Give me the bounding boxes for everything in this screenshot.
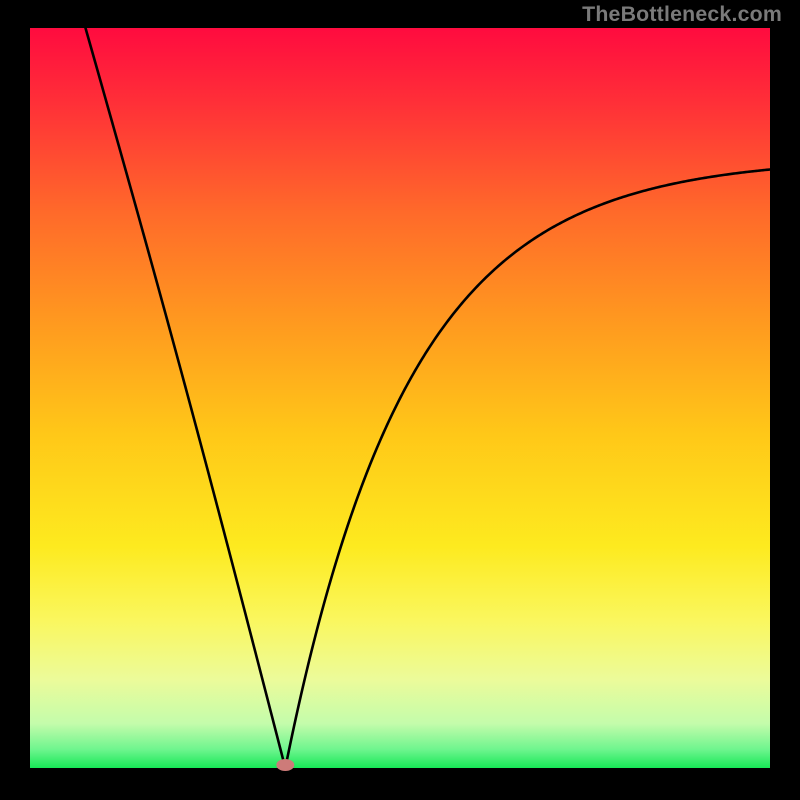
bottleneck-chart <box>0 0 800 800</box>
chart-container: TheBottleneck.com <box>0 0 800 800</box>
watermark-text: TheBottleneck.com <box>582 2 782 27</box>
optimal-point-marker <box>276 759 294 771</box>
